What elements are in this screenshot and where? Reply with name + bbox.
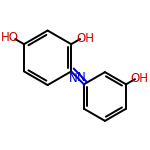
Text: OH: OH <box>76 32 94 45</box>
Text: HO: HO <box>1 31 19 44</box>
Text: N: N <box>69 72 78 85</box>
Text: N: N <box>77 71 85 84</box>
Text: OH: OH <box>131 72 149 85</box>
